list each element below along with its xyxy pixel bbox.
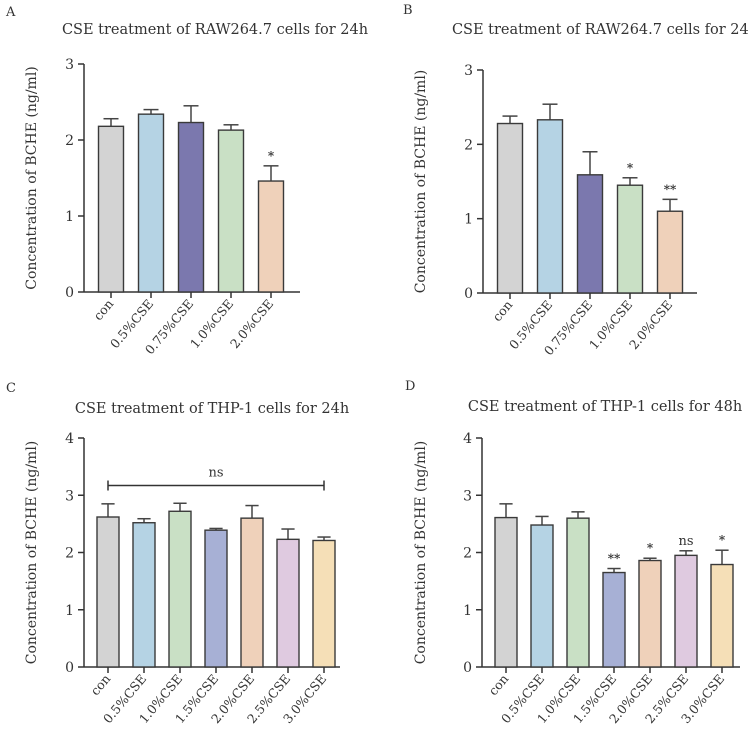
y-tick-label: 1 <box>65 603 74 619</box>
bar-1.5%CSE <box>204 529 228 668</box>
y-tick-label: 1 <box>464 212 473 228</box>
y-tick-label: 2 <box>65 546 74 562</box>
bar-con <box>494 516 518 668</box>
bar-con <box>97 125 125 293</box>
bar-con <box>96 516 120 668</box>
panel-letter: B <box>403 3 413 18</box>
y-tick-label: 3 <box>464 63 473 79</box>
y-tick-label: 0 <box>464 286 473 302</box>
bar-2.5%CSE <box>276 538 300 668</box>
bar-2.0%CSE <box>240 517 264 668</box>
x-tick-label: con <box>90 296 116 323</box>
y-tick-label: 4 <box>65 431 74 447</box>
chart-title: CSE treatment of THP-1 cells for 24h <box>75 401 349 417</box>
bar-2.0%CSE <box>638 559 662 668</box>
significance-marker: ** <box>664 182 677 196</box>
significance-marker: * <box>627 161 634 175</box>
y-tick-label: 3 <box>65 488 74 504</box>
bar-0.5%CSE <box>137 113 165 293</box>
y-axis-label: Concentration of BCHE (ng/ml) <box>24 66 40 290</box>
bar-0.5%CSE <box>530 524 554 668</box>
bar-1.0%CSE <box>217 129 245 293</box>
y-tick-label: 2 <box>464 137 473 153</box>
significance-marker: ns <box>678 534 693 549</box>
significance-marker: * <box>647 541 654 555</box>
panel-a: A CSE treatment of RAW264.7 cells for 24h… <box>5 5 368 357</box>
y-tick-label: 0 <box>65 660 74 676</box>
y-tick-label: 3 <box>463 488 472 504</box>
bar-1.5%CSE <box>602 571 626 668</box>
bar-1.0%CSE <box>616 184 644 294</box>
y-axis-label: Concentration of BCHE (ng/ml) <box>413 441 429 665</box>
bracket-label: ns <box>208 466 223 481</box>
bar-0.75%CSE <box>177 121 205 293</box>
panel-letter: C <box>6 381 16 396</box>
chart-title: CSE treatment of RAW264.7 cells for 24h <box>62 22 368 38</box>
bar-con <box>496 122 524 294</box>
bar-1.0%CSE <box>566 517 590 668</box>
bar-3.0%CSE <box>710 563 734 668</box>
x-tick-label: con <box>489 297 515 324</box>
bar-1.0%CSE <box>168 510 192 668</box>
y-axis-label: Concentration of BCHE (ng/ml) <box>24 441 40 665</box>
bar-2.5%CSE <box>674 554 698 668</box>
bar-2.0%CSE <box>257 180 285 293</box>
bar-0.5%CSE <box>132 522 156 668</box>
panel-letter: D <box>405 379 415 394</box>
chart-title: CSE treatment of THP-1 cells for 48h <box>468 399 742 415</box>
y-tick-label: 2 <box>463 546 472 562</box>
bar-3.0%CSE <box>312 539 336 668</box>
panel-c: C CSE treatment of THP-1 cells for 24h Con… <box>6 381 349 726</box>
x-tick-label: con <box>485 671 511 698</box>
y-tick-label: 3 <box>65 57 74 73</box>
y-axis-label: Concentration of BCHE (ng/ml) <box>413 70 429 294</box>
x-tick-label: con <box>87 671 113 698</box>
chart-title: CSE treatment of RAW264.7 cells for 24h <box>452 22 749 38</box>
y-tick-label: 1 <box>463 603 472 619</box>
panel-b: B CSE treatment of RAW264.7 cells for 24h… <box>403 3 749 358</box>
y-tick-label: 2 <box>65 133 74 149</box>
significance-marker: * <box>719 533 726 547</box>
panel-letter: A <box>5 5 16 20</box>
significance-marker: * <box>268 149 275 163</box>
y-tick-label: 0 <box>65 285 74 301</box>
bar-0.75%CSE <box>576 174 604 294</box>
y-tick-label: 0 <box>463 660 472 676</box>
bar-0.5%CSE <box>536 119 564 294</box>
y-tick-label: 1 <box>65 209 74 225</box>
panel-d: D CSE treatment of THP-1 cells for 48h Con… <box>405 379 742 726</box>
y-tick-label: 4 <box>463 431 472 447</box>
significance-marker: ** <box>608 552 621 566</box>
bar-2.0%CSE <box>656 210 684 294</box>
